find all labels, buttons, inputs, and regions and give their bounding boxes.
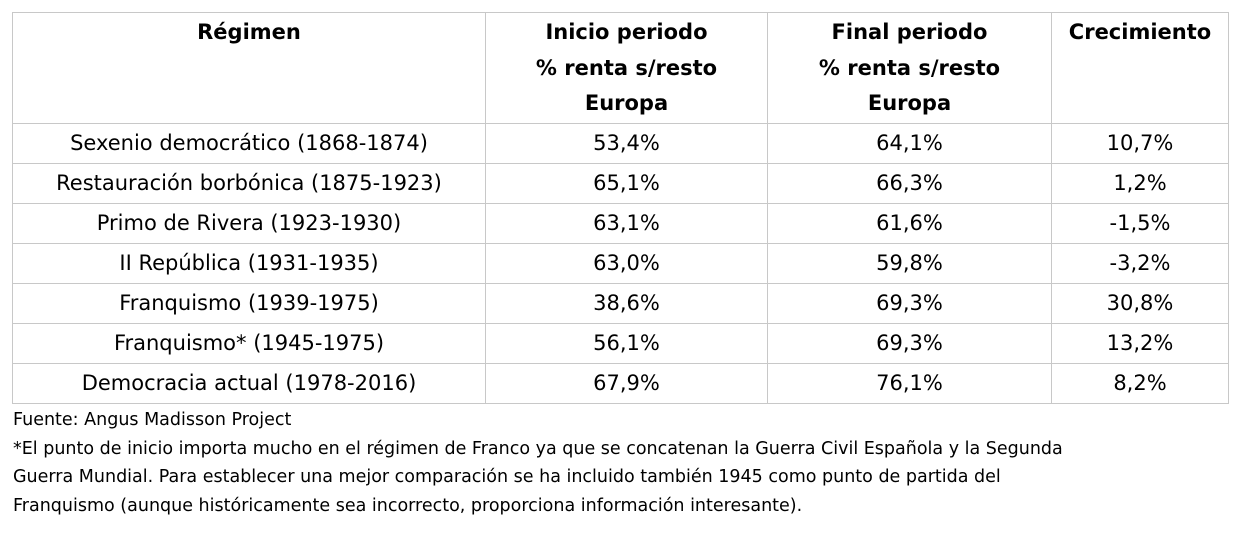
header-line: Régimen bbox=[197, 20, 301, 44]
cell-inicio: 63,1% bbox=[485, 203, 768, 244]
header-regimen: Régimen bbox=[12, 12, 486, 124]
header-final-periodo: Final periodo % renta s/resto Europa bbox=[767, 12, 1052, 124]
cell-crecimiento: 10,7% bbox=[1051, 123, 1229, 164]
cell-final: 66,3% bbox=[767, 163, 1052, 204]
cell-regimen: II República (1931-1935) bbox=[12, 243, 486, 284]
header-line: % renta s/resto bbox=[818, 55, 1001, 80]
footnote-line: Franquismo (aunque históricamente sea in… bbox=[13, 495, 803, 516]
cell-regimen: Democracia actual (1978-2016) bbox=[12, 363, 486, 404]
header-inicio-periodo: Inicio periodo % renta s/resto Europa bbox=[485, 12, 768, 124]
footnote-line: *El punto de inicio importa mucho en el … bbox=[13, 438, 1063, 459]
header-line: Crecimiento bbox=[1068, 20, 1212, 44]
cell-final: 64,1% bbox=[767, 123, 1052, 164]
cell-crecimiento: -3,2% bbox=[1051, 243, 1229, 284]
table-row: Restauración borbónica (1875-1923) 65,1%… bbox=[12, 163, 1229, 204]
notes-section: Fuente: Angus Madisson Project *El punto… bbox=[13, 406, 1233, 520]
cell-crecimiento: 8,2% bbox=[1051, 363, 1229, 404]
cell-regimen: Restauración borbónica (1875-1923) bbox=[12, 163, 486, 204]
table-row: Democracia actual (1978-2016) 67,9% 76,1… bbox=[12, 363, 1229, 404]
cell-inicio: 65,1% bbox=[485, 163, 768, 204]
cell-final: 61,6% bbox=[767, 203, 1052, 244]
regime-income-table: Régimen Inicio periodo % renta s/resto E… bbox=[12, 12, 1229, 404]
cell-regimen: Franquismo* (1945-1975) bbox=[12, 323, 486, 364]
cell-inicio: 38,6% bbox=[485, 283, 768, 324]
footnote-line: Guerra Mundial. Para establecer una mejo… bbox=[13, 467, 1001, 487]
header-line: % renta s/resto bbox=[535, 55, 718, 80]
table-row: Primo de Rivera (1923-1930) 63,1% 61,6% … bbox=[12, 203, 1229, 244]
cell-regimen: Franquismo (1939-1975) bbox=[12, 283, 486, 324]
source-note: Fuente: Angus Madisson Project bbox=[13, 410, 292, 430]
table-row: Franquismo* (1945-1975) 56,1% 69,3% 13,2… bbox=[12, 323, 1229, 364]
cell-inicio: 63,0% bbox=[485, 243, 768, 284]
table-row: Sexenio democrático (1868-1874) 53,4% 64… bbox=[12, 123, 1229, 164]
cell-inicio: 53,4% bbox=[485, 123, 768, 164]
table-row: II República (1931-1935) 63,0% 59,8% -3,… bbox=[12, 243, 1229, 284]
header-line: Inicio periodo bbox=[545, 20, 708, 44]
cell-regimen: Sexenio democrático (1868-1874) bbox=[12, 123, 486, 164]
cell-final: 76,1% bbox=[767, 363, 1052, 404]
header-line: Europa bbox=[867, 91, 952, 115]
header-line: Final periodo bbox=[831, 20, 988, 44]
header-crecimiento: Crecimiento bbox=[1051, 12, 1229, 124]
table-header-row: Régimen Inicio periodo % renta s/resto E… bbox=[12, 12, 1229, 124]
cell-crecimiento: 13,2% bbox=[1051, 323, 1229, 364]
cell-final: 69,3% bbox=[767, 283, 1052, 324]
table-row: Franquismo (1939-1975) 38,6% 69,3% 30,8% bbox=[12, 283, 1229, 324]
header-line: Europa bbox=[584, 91, 669, 115]
cell-inicio: 56,1% bbox=[485, 323, 768, 364]
cell-regimen: Primo de Rivera (1923-1930) bbox=[12, 203, 486, 244]
cell-crecimiento: -1,5% bbox=[1051, 203, 1229, 244]
cell-final: 69,3% bbox=[767, 323, 1052, 364]
cell-crecimiento: 1,2% bbox=[1051, 163, 1229, 204]
cell-crecimiento: 30,8% bbox=[1051, 283, 1229, 324]
cell-inicio: 67,9% bbox=[485, 363, 768, 404]
data-table-container: Régimen Inicio periodo % renta s/resto E… bbox=[12, 12, 1229, 404]
cell-final: 59,8% bbox=[767, 243, 1052, 284]
